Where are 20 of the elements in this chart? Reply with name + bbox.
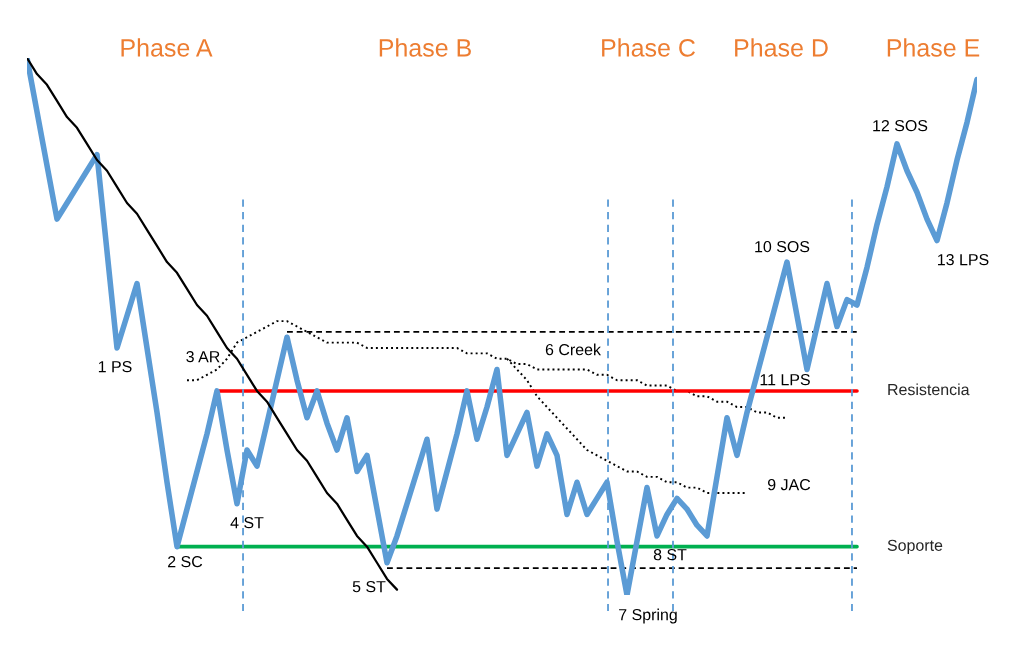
annotation: 9 JAC [768, 478, 811, 491]
annotation: 10 SOS [755, 240, 810, 253]
annotation: 4 ST [230, 516, 264, 529]
annotation: 5 ST [352, 580, 386, 593]
annotation: 1 PS [98, 360, 132, 373]
annotation: 11 LPS [760, 373, 810, 386]
annotation: 6 Creek [545, 343, 601, 356]
series-label: Soporte [887, 539, 943, 555]
text: Phase C [602, 38, 695, 57]
text: Phase E [887, 38, 980, 57]
annotation: 12 SOS [873, 119, 928, 132]
text: Phase A [121, 38, 213, 57]
annotation: 2 SC [168, 555, 203, 568]
annotation: 13 LPS [938, 253, 989, 266]
annotation: 8 ST [653, 548, 687, 561]
annotation: 3 AR [186, 350, 220, 363]
text: 7 Spring [619, 608, 677, 624]
text: Phase B [379, 38, 471, 57]
series-label: Resistencia [888, 383, 970, 396]
text: Phase D [735, 38, 828, 57]
